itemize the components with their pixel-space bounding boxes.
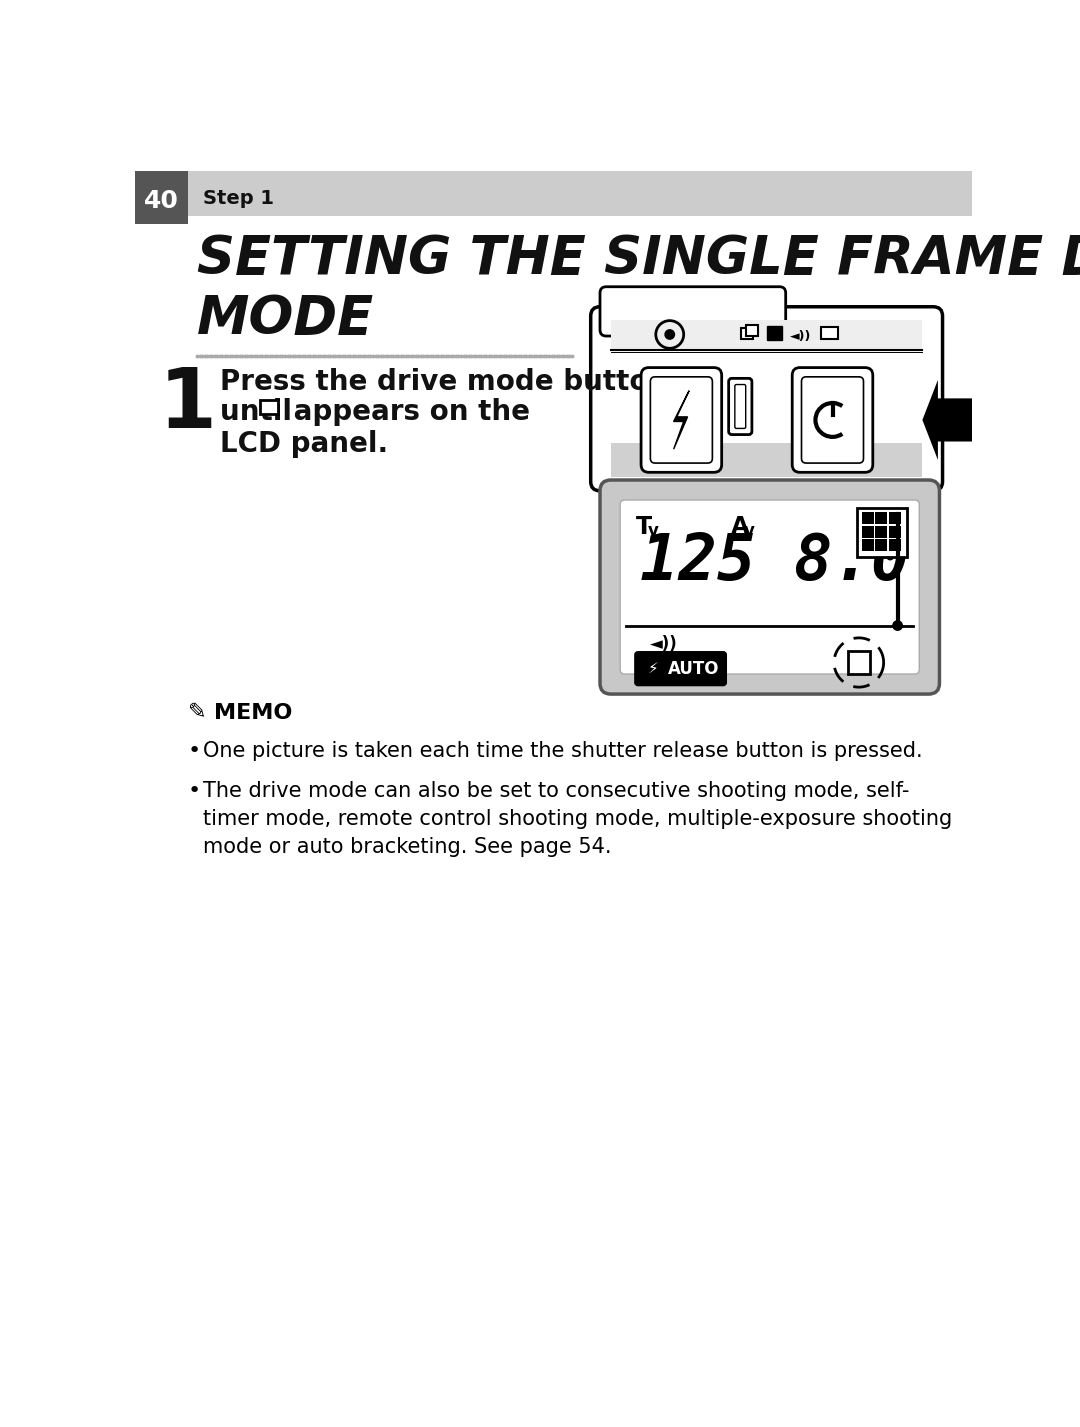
FancyBboxPatch shape [591, 307, 943, 491]
FancyBboxPatch shape [260, 400, 279, 414]
Text: •: • [188, 781, 201, 801]
FancyBboxPatch shape [821, 327, 838, 340]
FancyBboxPatch shape [889, 512, 901, 524]
Text: 1: 1 [159, 364, 217, 445]
FancyBboxPatch shape [734, 384, 745, 428]
FancyBboxPatch shape [611, 442, 922, 477]
FancyBboxPatch shape [642, 368, 721, 472]
Text: MEMO: MEMO [214, 702, 293, 722]
FancyBboxPatch shape [188, 171, 972, 215]
FancyBboxPatch shape [767, 325, 782, 340]
FancyBboxPatch shape [876, 539, 888, 551]
FancyBboxPatch shape [862, 539, 874, 551]
Text: until: until [220, 398, 302, 427]
Text: A: A [731, 515, 750, 539]
Text: ⚡: ⚡ [647, 661, 658, 676]
Text: LCD panel.: LCD panel. [220, 430, 389, 458]
Text: MODE: MODE [197, 293, 374, 345]
Text: •: • [188, 741, 201, 761]
Text: ◄)): ◄)) [789, 330, 811, 342]
Text: mode or auto bracketing. See page 54.: mode or auto bracketing. See page 54. [203, 836, 611, 856]
FancyBboxPatch shape [600, 287, 785, 335]
Text: 125 8.0: 125 8.0 [640, 531, 909, 592]
FancyBboxPatch shape [862, 525, 874, 538]
Text: appears on the: appears on the [284, 398, 530, 427]
FancyBboxPatch shape [745, 325, 758, 335]
FancyBboxPatch shape [620, 499, 919, 674]
Polygon shape [674, 391, 689, 450]
Circle shape [892, 621, 903, 631]
FancyBboxPatch shape [135, 171, 188, 224]
Text: SETTING THE SINGLE FRAME DRIVE: SETTING THE SINGLE FRAME DRIVE [197, 233, 1080, 285]
Polygon shape [922, 380, 993, 459]
Text: 40: 40 [144, 188, 179, 213]
FancyBboxPatch shape [635, 652, 727, 685]
Circle shape [664, 330, 675, 340]
FancyBboxPatch shape [889, 525, 901, 538]
Text: v: v [648, 522, 659, 539]
Text: Press the drive mode button: Press the drive mode button [220, 368, 669, 395]
FancyBboxPatch shape [858, 508, 907, 557]
FancyBboxPatch shape [650, 377, 713, 464]
FancyBboxPatch shape [793, 368, 873, 472]
FancyBboxPatch shape [862, 512, 874, 524]
FancyBboxPatch shape [876, 512, 888, 524]
Text: T: T [636, 515, 651, 539]
FancyBboxPatch shape [611, 320, 922, 350]
FancyBboxPatch shape [801, 377, 864, 464]
Text: timer mode, remote control shooting mode, multiple-exposure shooting: timer mode, remote control shooting mode… [203, 809, 953, 829]
FancyBboxPatch shape [729, 378, 752, 435]
FancyBboxPatch shape [876, 525, 888, 538]
Text: ◄)): ◄)) [649, 635, 677, 652]
Text: Step 1: Step 1 [203, 190, 274, 208]
Text: One picture is taken each time the shutter release button is pressed.: One picture is taken each time the shutt… [203, 741, 922, 761]
Text: The drive mode can also be set to consecutive shooting mode, self-: The drive mode can also be set to consec… [203, 781, 909, 801]
FancyBboxPatch shape [741, 328, 754, 340]
Text: v: v [744, 522, 755, 539]
FancyBboxPatch shape [600, 479, 940, 694]
Text: AUTO: AUTO [667, 659, 719, 678]
FancyBboxPatch shape [889, 539, 901, 551]
FancyBboxPatch shape [848, 651, 870, 674]
Text: ✎: ✎ [188, 702, 206, 722]
